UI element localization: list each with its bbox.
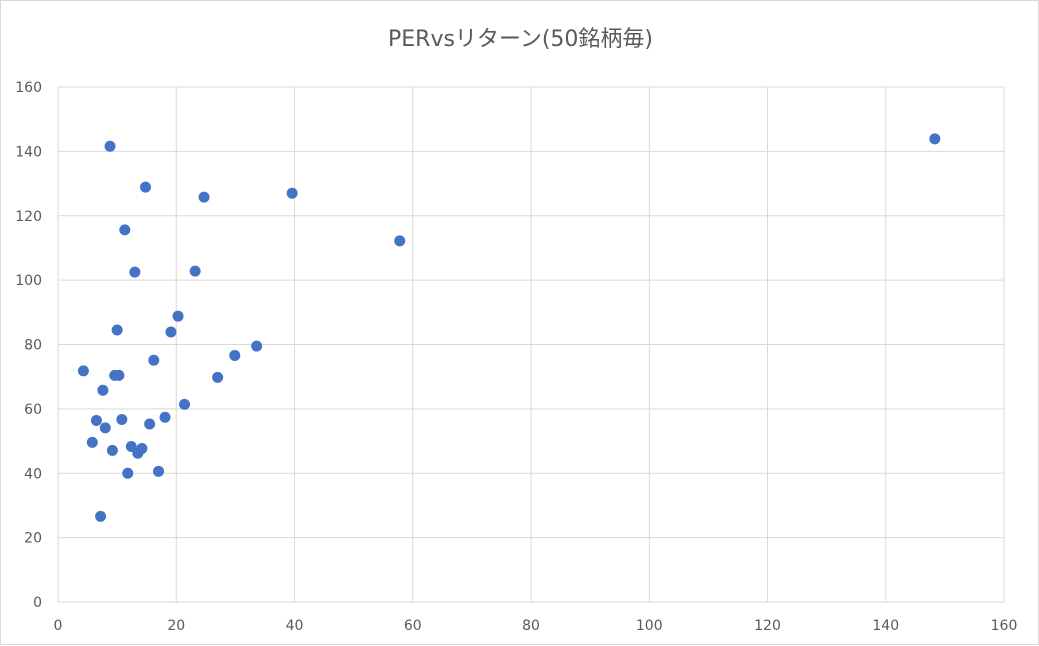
x-tick-label: 120	[754, 618, 781, 634]
data-points	[77, 133, 941, 522]
data-point	[251, 340, 263, 352]
data-point	[286, 187, 298, 199]
data-point	[212, 371, 224, 383]
data-point	[136, 442, 148, 454]
data-point	[179, 398, 191, 410]
data-point	[394, 235, 406, 247]
y-tick-label: 20	[24, 531, 42, 547]
data-point	[929, 133, 941, 145]
data-point	[77, 365, 89, 377]
data-point	[95, 510, 107, 522]
y-tick-label: 60	[24, 402, 42, 418]
data-point	[119, 224, 131, 236]
x-tick-label: 60	[404, 618, 422, 634]
data-point	[144, 418, 156, 430]
data-point	[90, 414, 102, 426]
x-tick-label: 100	[636, 618, 663, 634]
x-tick-label: 20	[167, 618, 185, 634]
data-point	[148, 354, 160, 366]
data-point	[229, 349, 241, 361]
y-tick-label: 80	[24, 338, 42, 354]
data-point	[106, 444, 118, 456]
data-point	[116, 413, 128, 425]
data-point	[165, 326, 177, 338]
data-point	[99, 422, 111, 434]
y-tick-label: 140	[15, 144, 42, 160]
data-point	[198, 191, 210, 203]
gridlines	[57, 86, 1005, 603]
data-point	[172, 310, 184, 322]
data-point	[189, 265, 201, 277]
data-point	[86, 436, 98, 448]
data-point	[153, 465, 165, 477]
data-point	[122, 467, 134, 479]
data-point	[104, 140, 116, 152]
data-point	[140, 181, 152, 193]
y-tick-label: 0	[33, 595, 42, 611]
y-tick-label: 160	[15, 80, 42, 96]
data-point	[129, 266, 141, 278]
y-tick-label: 40	[24, 466, 42, 482]
data-point	[97, 384, 109, 396]
x-axis-tick-labels: 0 20 40 60 80 100 120 140 160	[54, 618, 1018, 634]
chart-title: PERvsリターン(50銘柄毎)	[388, 27, 653, 52]
data-point	[113, 369, 125, 381]
x-tick-label: 140	[872, 618, 899, 634]
y-tick-label: 100	[15, 273, 42, 289]
data-point	[111, 324, 123, 336]
data-point	[159, 411, 171, 423]
x-tick-label: 160	[991, 618, 1018, 634]
x-tick-label: 0	[54, 618, 63, 634]
x-tick-label: 80	[522, 618, 540, 634]
y-tick-label: 120	[15, 209, 42, 225]
y-axis-tick-labels: 0 20 40 60 80 100 120 140 160	[15, 80, 42, 611]
x-tick-label: 40	[286, 618, 304, 634]
